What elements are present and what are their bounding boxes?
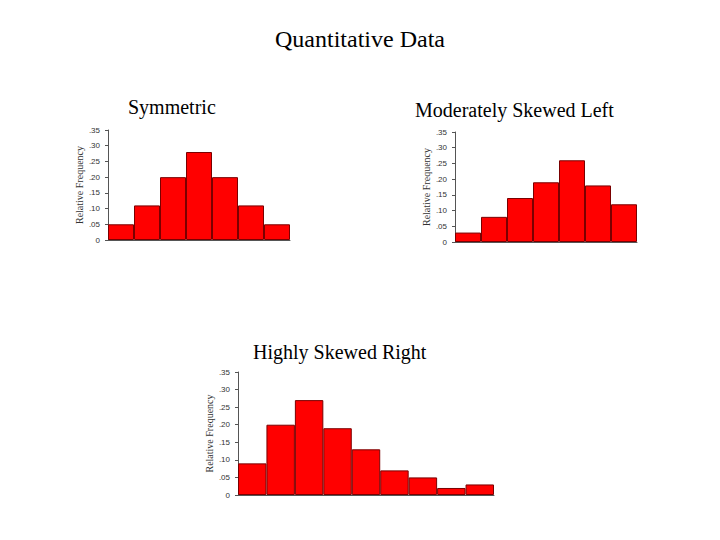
svg-text:Relative Frequency: Relative Frequency	[421, 148, 432, 226]
svg-text:.20: .20	[436, 175, 448, 184]
svg-text:.25: .25	[219, 403, 231, 412]
svg-text:Moderately Skewed Left: Moderately Skewed Left	[415, 99, 614, 122]
svg-text:Quantitative Data: Quantitative Data	[275, 26, 445, 52]
svg-text:.35: .35	[89, 126, 101, 135]
svg-text:.15: .15	[219, 438, 231, 447]
svg-text:.10: .10	[219, 455, 231, 464]
svg-text:.25: .25	[89, 157, 101, 166]
svg-text:.10: .10	[436, 206, 448, 215]
svg-text:.35: .35	[219, 368, 231, 377]
svg-text:Relative Frequency: Relative Frequency	[74, 146, 85, 224]
svg-text:.25: .25	[436, 159, 448, 168]
svg-text:.30: .30	[436, 143, 448, 152]
svg-text:.15: .15	[89, 188, 101, 197]
svg-text:.05: .05	[219, 473, 231, 482]
svg-text:.05: .05	[89, 220, 101, 229]
svg-text:.35: .35	[436, 128, 448, 137]
svg-text:.10: .10	[89, 204, 101, 213]
svg-text:0: 0	[226, 491, 231, 500]
svg-text:.05: .05	[436, 222, 448, 231]
svg-text:Symmetric: Symmetric	[128, 96, 216, 119]
svg-text:Highly Skewed Right: Highly Skewed Right	[253, 341, 427, 364]
svg-text:.20: .20	[219, 420, 231, 429]
svg-text:0: 0	[96, 236, 101, 245]
svg-text:.20: .20	[89, 173, 101, 182]
svg-text:.15: .15	[436, 190, 448, 199]
svg-text:0: 0	[443, 238, 448, 247]
svg-text:Relative Frequency: Relative Frequency	[204, 394, 215, 472]
svg-text:.30: .30	[219, 385, 231, 394]
svg-text:.30: .30	[89, 141, 101, 150]
